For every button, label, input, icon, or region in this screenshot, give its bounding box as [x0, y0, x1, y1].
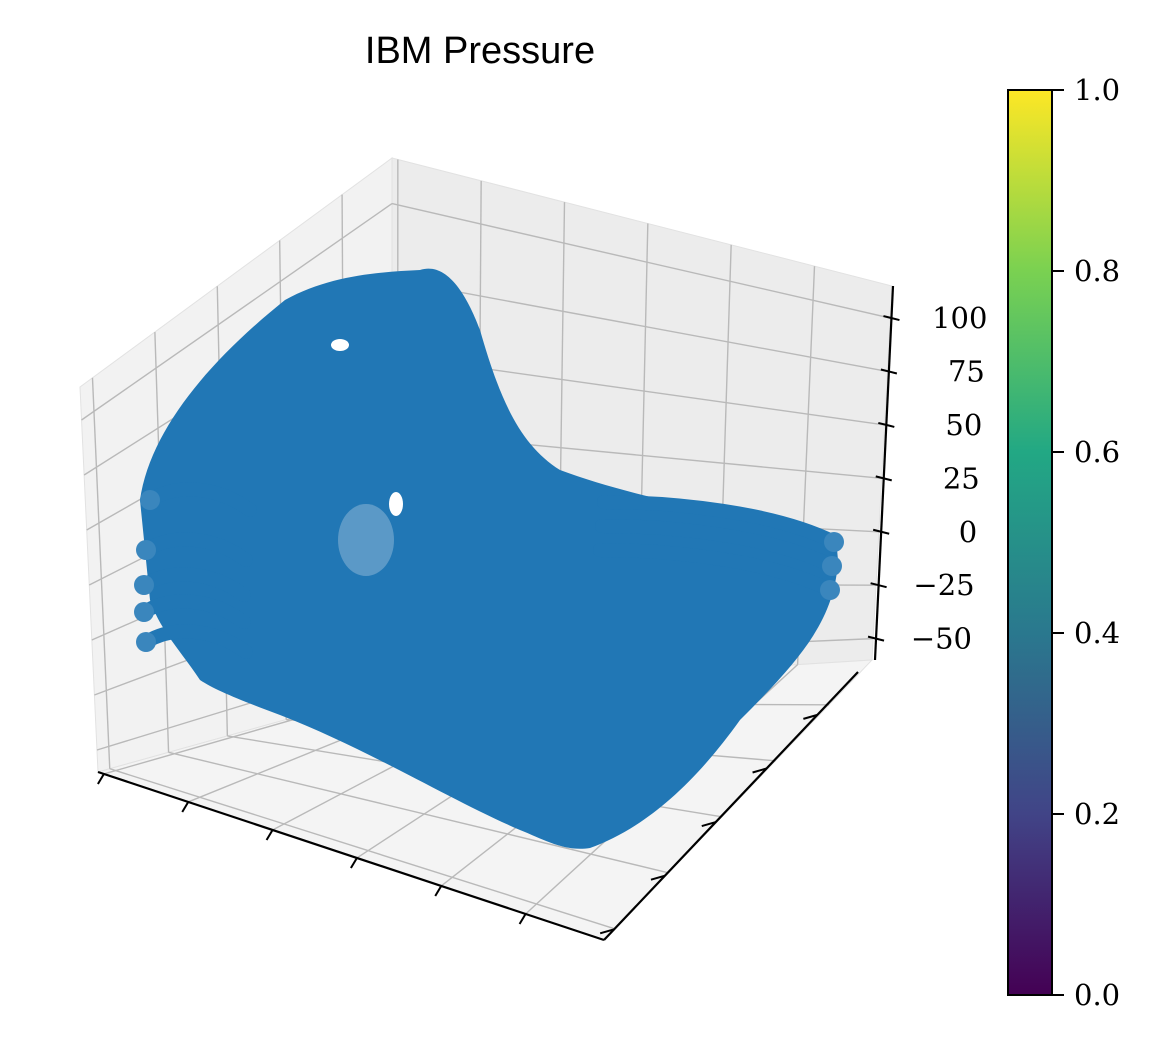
y-tick — [599, 928, 615, 935]
scatter-gap-center — [338, 504, 394, 576]
x-tick — [265, 829, 274, 841]
colorbar-tick-label: 0.4 — [1074, 616, 1120, 650]
colorbar-tick-label: 0.2 — [1074, 797, 1120, 831]
scatter-point — [134, 602, 154, 622]
x-tick — [434, 885, 443, 897]
scatter-loop — [139, 532, 253, 567]
colorbar: 0.0 0.2 0.4 0.6 0.8 1.0 — [1007, 73, 1120, 1012]
z-tick-label: 75 — [948, 354, 985, 388]
colorbar-tick-label: 0.6 — [1074, 435, 1120, 469]
scatter-point — [136, 540, 156, 560]
z-tick-label: 50 — [945, 408, 982, 442]
z-tick — [870, 582, 887, 589]
grid-line — [391, 278, 888, 373]
scatter-gap-mid — [389, 492, 403, 516]
z-tick-label: 25 — [943, 461, 980, 495]
scatter-point — [136, 632, 156, 652]
x-axis — [97, 770, 605, 942]
scatter-loop — [595, 519, 839, 573]
z-tick — [880, 368, 898, 375]
chart-title: IBM Pressure — [365, 30, 595, 72]
scatter-point — [822, 556, 842, 576]
colorbar-tick-label: 0.8 — [1074, 254, 1120, 288]
scatter-loop — [139, 624, 253, 659]
colorbar-tick-label: 0.0 — [1074, 978, 1120, 1012]
scatter-loop — [597, 495, 841, 549]
x-tick — [181, 801, 190, 813]
z-tick — [875, 475, 892, 482]
z-tick — [883, 315, 900, 322]
scatter-point — [824, 532, 844, 552]
grid-line — [109, 768, 615, 930]
y-tick — [803, 713, 818, 720]
z-axis: −50 −25 0 25 50 75 100 — [867, 285, 987, 661]
scatter-point — [140, 490, 160, 510]
grid-line — [391, 202, 891, 319]
colorbar-gradient — [1007, 89, 1053, 996]
x-tick — [97, 773, 105, 785]
z-tick-label: −25 — [913, 568, 974, 602]
z-tick-label: 100 — [932, 301, 987, 335]
scatter-points — [134, 268, 844, 849]
scatter-point-cloud — [140, 268, 838, 849]
z-tick — [872, 528, 890, 535]
scatter-point — [820, 580, 840, 600]
y-tick — [752, 767, 767, 774]
y-tick — [701, 821, 717, 828]
scatter-loop — [593, 543, 837, 597]
z-tick — [867, 635, 885, 642]
scatter-loop — [137, 594, 251, 629]
scatter-gap-top — [331, 339, 349, 351]
scatter-loop — [137, 567, 251, 602]
z-tick — [878, 421, 895, 428]
scatter-point — [134, 575, 154, 595]
grid-line — [81, 203, 393, 421]
colorbar-tick-label: 1.0 — [1074, 73, 1120, 107]
x-tick — [350, 857, 358, 869]
y-tick — [650, 874, 666, 881]
grid-line — [91, 377, 111, 769]
scatter-loop — [143, 482, 257, 517]
x-tick — [518, 913, 527, 925]
y-axis — [599, 671, 859, 941]
grid-line — [168, 751, 669, 874]
z-tick-label: −50 — [911, 622, 972, 656]
z-tick-label: 0 — [959, 515, 977, 549]
